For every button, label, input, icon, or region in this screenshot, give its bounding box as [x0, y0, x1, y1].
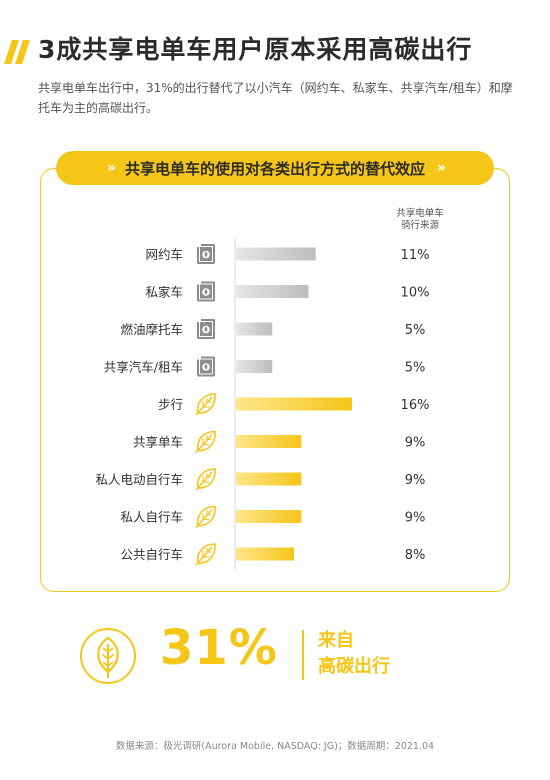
bar — [236, 472, 302, 486]
fuel-icon — [197, 244, 215, 264]
page-title: 3成共享电单车用户原本采用高碳出行 — [38, 35, 473, 64]
bar — [236, 322, 273, 336]
bar-chart: 网约车 11% 私家车 10% 燃油摩托车 5% 共享汽车/租车 5% 步行 16% 共享单车 9% 私… — [95, 238, 430, 570]
category-label: 私人自行车 — [120, 510, 183, 525]
category-label: 共享单车 — [133, 435, 183, 450]
summary-divider — [302, 630, 304, 680]
data-label: 5% — [405, 361, 426, 376]
summary-label-line2: 高碳出行 — [318, 656, 390, 677]
page-description: 共享电单车出行中，31%的出行替代了以小汽车（网约车、私家车、共享汽车/租车）和… — [38, 81, 513, 115]
category-label: 公共自行车 — [120, 547, 183, 562]
fuel-icon — [197, 281, 215, 302]
summary-label: 来自 高碳出行 — [318, 628, 418, 680]
summary-value: 31% — [160, 620, 278, 676]
banner-chevrons-right: » — [437, 160, 446, 176]
category-label: 燃油摩托车 — [120, 322, 183, 337]
bar — [236, 510, 302, 523]
category-label: 步行 — [158, 397, 183, 412]
fuel-icon — [197, 319, 215, 339]
category-label: 私人电动自行车 — [95, 472, 183, 487]
banner-title: 共享电单车的使用对各类出行方式的替代效应 — [124, 159, 425, 178]
bar — [236, 247, 316, 261]
leaf-icon — [195, 505, 216, 528]
logo-stripes-icon — [4, 40, 30, 64]
column-header-line2: 骑行来源 — [400, 220, 439, 231]
leaf-icon — [195, 468, 216, 491]
leaf-icon — [195, 430, 216, 453]
data-label: 8% — [405, 548, 426, 563]
bar — [236, 397, 352, 411]
data-label: 11% — [401, 248, 430, 263]
category-label: 私家车 — [145, 285, 183, 300]
column-header-line1: 共享电单车 — [396, 208, 444, 219]
data-label: 5% — [405, 323, 426, 338]
bar — [236, 547, 294, 561]
data-label: 10% — [401, 286, 430, 301]
bar — [236, 435, 302, 448]
data-label: 9% — [405, 511, 426, 526]
summary-label-line1: 来自 — [318, 630, 354, 651]
category-label: 共享汽车/租车 — [104, 360, 183, 375]
column-header: 共享电单车 骑行来源 — [380, 208, 460, 232]
leaf-circle-icon — [80, 628, 136, 684]
footer-source: 数据来源：极光调研(Aurora Mobile, NASDAQ: JG)；数据周… — [115, 741, 435, 752]
bar — [236, 285, 309, 298]
leaf-icon — [195, 393, 216, 416]
data-label: 9% — [405, 473, 426, 488]
bar — [236, 360, 273, 373]
fuel-icon — [197, 356, 215, 377]
data-label: 9% — [405, 436, 426, 451]
chart-banner: » 共享电单车的使用对各类出行方式的替代效应 » — [56, 151, 494, 185]
data-label: 16% — [401, 398, 430, 413]
category-label: 网约车 — [145, 247, 183, 262]
banner-chevrons-left: » — [106, 160, 116, 176]
leaf-icon — [195, 543, 216, 566]
